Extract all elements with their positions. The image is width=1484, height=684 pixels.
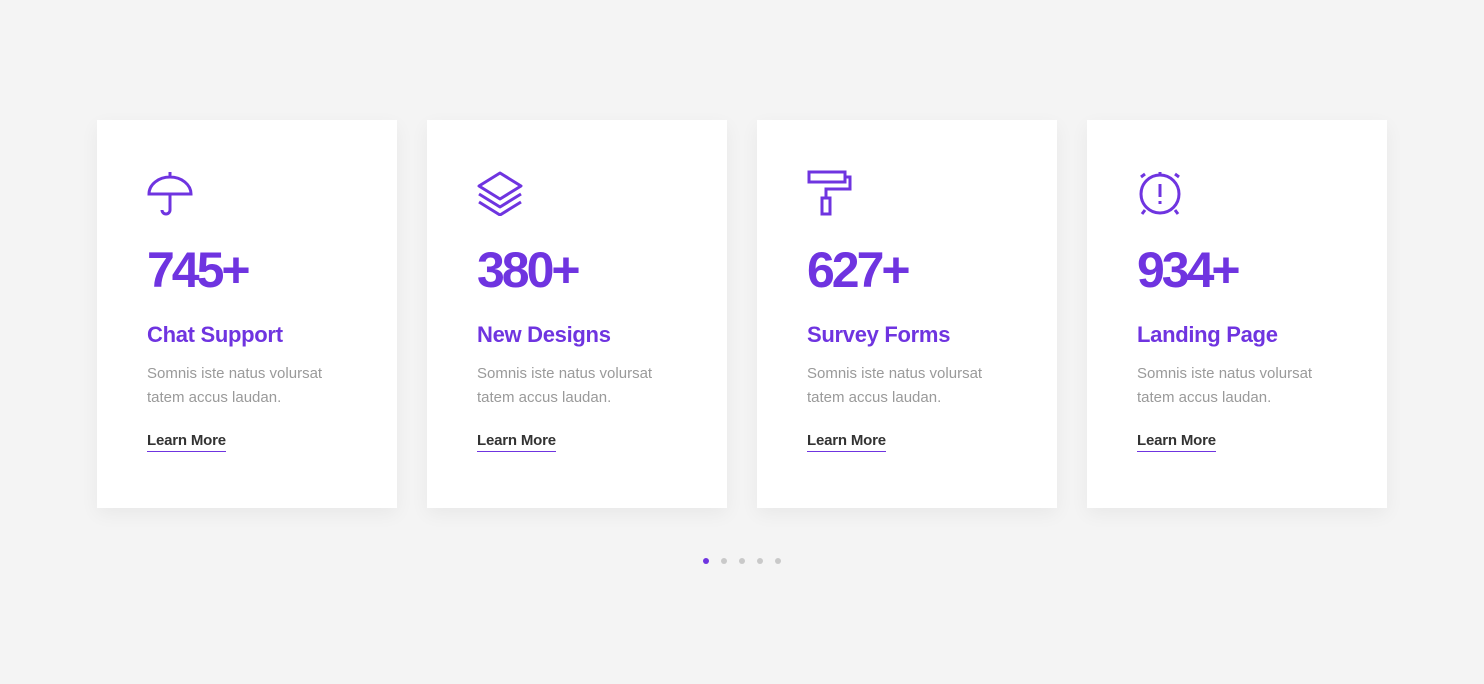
stat-number: 627+ [807, 242, 911, 298]
card-description: Somnis iste natus volursat tatem accus l… [477, 365, 653, 406]
learn-more-link[interactable]: Learn More [477, 432, 556, 452]
pagination-dot-2[interactable] [721, 558, 727, 564]
stat-number: 934+ [1137, 242, 1241, 298]
card-title: Chat Support [147, 322, 283, 347]
card-title: Survey Forms [807, 322, 951, 347]
umbrella-icon [147, 172, 193, 216]
carousel-pagination [703, 558, 781, 564]
card-survey-forms: 627+ Survey Forms Somnis iste natus volu… [757, 120, 1057, 508]
alarm-clock-icon [1139, 172, 1181, 215]
pagination-dot-3[interactable] [739, 558, 745, 564]
learn-more-link[interactable]: Learn More [147, 432, 226, 452]
layers-icon [477, 171, 523, 216]
card-title: New Designs [477, 322, 611, 347]
card-description: Somnis iste natus volursat tatem accus l… [1137, 365, 1313, 406]
stat-number: 380+ [477, 242, 581, 298]
stat-number: 745+ [147, 242, 251, 298]
card-description: Somnis iste natus volursat tatem accus l… [147, 365, 323, 406]
pagination-dot-5[interactable] [775, 558, 781, 564]
paint-roller-icon [807, 170, 852, 216]
learn-more-link[interactable]: Learn More [807, 432, 886, 452]
card-landing-page: 934+ Landing Page Somnis iste natus volu… [1087, 120, 1387, 508]
pagination-dot-4[interactable] [757, 558, 763, 564]
feature-cards: 745+ Chat Support Somnis iste natus volu… [97, 120, 1387, 508]
card-title: Landing Page [1137, 322, 1278, 347]
pagination-dot-1[interactable] [703, 558, 709, 564]
learn-more-link[interactable]: Learn More [1137, 432, 1216, 452]
card-description: Somnis iste natus volursat tatem accus l… [807, 365, 983, 406]
card-new-designs: 380+ New Designs Somnis iste natus volur… [427, 120, 727, 508]
card-chat-support: 745+ Chat Support Somnis iste natus volu… [97, 120, 397, 508]
